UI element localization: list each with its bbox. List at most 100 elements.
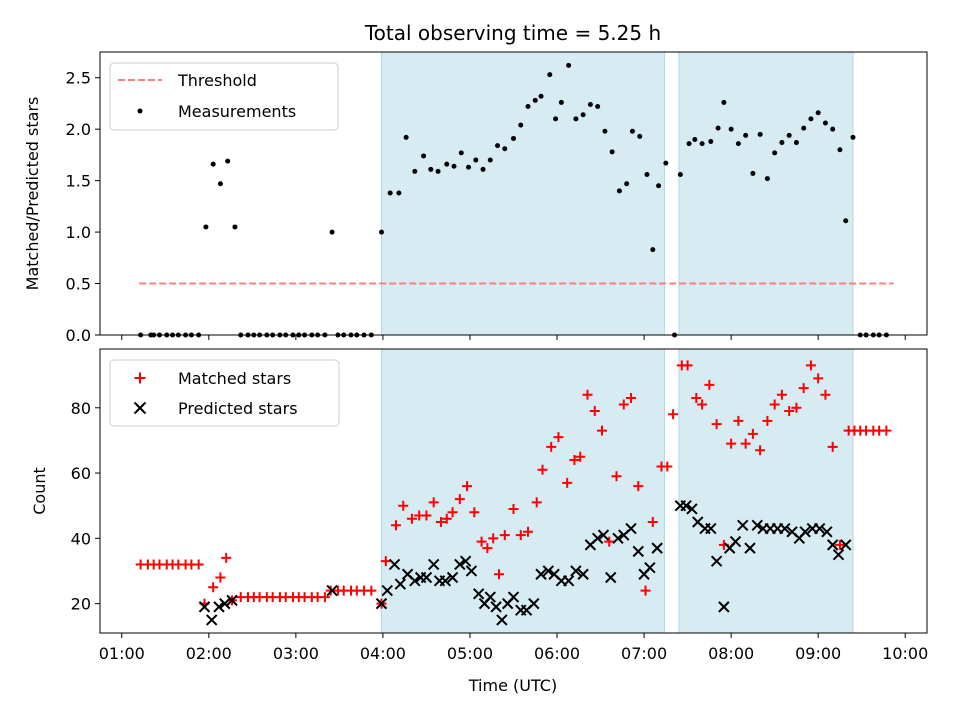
matched-star-point — [454, 494, 465, 505]
predicted-star-point — [737, 519, 749, 531]
measurement-point — [786, 132, 792, 138]
measurement-point — [801, 125, 807, 131]
measurement-point — [793, 140, 799, 146]
observing-window — [380, 51, 665, 336]
measurement-point — [656, 183, 662, 189]
measurement-point — [743, 132, 749, 138]
matched-star-point — [668, 409, 679, 420]
matched-star-point — [546, 441, 557, 452]
y-tick-label: 40 — [71, 529, 91, 548]
matched-star-point — [569, 454, 580, 465]
bottom-legend-entry: Predicted stars — [178, 399, 298, 418]
measurement-point — [553, 116, 559, 122]
measurement-point — [595, 104, 601, 110]
predicted-star-point — [381, 584, 393, 597]
measurement-point — [808, 116, 814, 122]
matched-star-point — [691, 392, 702, 403]
x-tick-label: 07:00 — [621, 644, 667, 663]
measurement-point — [480, 166, 486, 172]
predicted-star-point — [686, 503, 698, 515]
matched-star-point — [820, 389, 831, 400]
predicted-star-point — [744, 542, 756, 554]
predicted-star-point — [840, 539, 852, 551]
y-tick-label: 0.5 — [66, 275, 91, 294]
matched-star-point — [319, 592, 330, 603]
predicted-star-point — [597, 529, 610, 541]
predicted-star-point — [826, 539, 839, 551]
predicted-star-point — [206, 614, 218, 626]
measurement-point — [566, 62, 572, 68]
x-tick-label: 04:00 — [360, 644, 406, 663]
figure-title: Total observing time = 5.25 h — [364, 21, 661, 45]
measurement-point — [428, 166, 434, 172]
bottom-x-axis: 01:00 02:00 03:00 04:00 05:00 06:00 07:00 08:00… — [99, 633, 928, 663]
measurement-point — [715, 125, 721, 131]
measurement-point — [444, 161, 450, 167]
matched-star-point — [193, 559, 204, 570]
predicted-star-point — [446, 571, 459, 584]
predicted-star-point — [213, 601, 225, 613]
predicted-star-point — [198, 601, 211, 613]
measurement-point — [458, 150, 464, 156]
predicted-star-point — [439, 575, 452, 587]
count-points — [135, 360, 892, 626]
measurement-point — [624, 181, 630, 187]
predicted-star-point — [632, 545, 644, 558]
matched-star-point — [476, 536, 487, 547]
predicted-star-point — [591, 532, 604, 545]
matched-star-point — [618, 399, 629, 410]
y-tick-label: 60 — [71, 464, 91, 483]
measurement-point — [403, 134, 409, 140]
matched-star-point — [813, 373, 824, 384]
matched-star-point — [604, 536, 615, 547]
predicted-star-point — [375, 597, 388, 610]
top-legend-entry: Measurements — [178, 102, 296, 121]
predicted-star-point — [710, 555, 723, 567]
matched-star-point — [499, 530, 510, 541]
matched-star-point — [881, 425, 892, 436]
predicted-star-point — [459, 555, 472, 567]
bottom-legend: Matched stars Predicted stars — [109, 359, 340, 427]
predicted-star-point — [472, 588, 485, 600]
measurement-point — [728, 126, 734, 132]
matched-star-point — [798, 383, 809, 394]
matched-star-point — [390, 520, 401, 531]
matched-star-point — [784, 406, 795, 417]
predicted-star-point — [705, 522, 717, 535]
matched-star-point — [747, 428, 758, 439]
predicted-star-point — [409, 575, 421, 587]
matched-star-point — [726, 438, 737, 449]
predicted-star-point — [612, 532, 624, 545]
matched-star-point — [697, 399, 708, 410]
matched-star-point — [523, 526, 534, 537]
y-tick-label: 1.5 — [66, 172, 91, 191]
matched-star-point — [769, 399, 780, 410]
top-legend: Threshold Measurements — [109, 62, 339, 131]
matched-star-point — [488, 533, 499, 544]
predicted-star-point — [496, 614, 508, 626]
measurement-point — [779, 140, 785, 146]
measurement-point — [644, 171, 650, 177]
measurement-point — [538, 93, 544, 99]
matched-star-point — [704, 379, 715, 390]
matched-star-point — [421, 510, 432, 521]
measurement-point — [525, 104, 531, 110]
predicted-star-point — [490, 601, 502, 613]
x-tick-label: 02:00 — [186, 644, 232, 663]
measurement-point — [692, 136, 698, 142]
measurement-point — [822, 120, 828, 126]
measurement-point — [532, 97, 538, 103]
measurement-point — [378, 229, 384, 235]
measurement-point — [830, 126, 836, 132]
measurement-point — [650, 247, 656, 253]
matched-star-point — [482, 543, 493, 554]
measurements-legend-swatch — [137, 108, 143, 114]
matched-star-point — [553, 432, 564, 443]
measurement-point — [217, 181, 223, 187]
measurement-point — [329, 229, 335, 235]
top-legend-box — [109, 62, 339, 131]
x-tick-label: 01:00 — [99, 644, 145, 663]
measurement-point — [451, 163, 457, 169]
observing-window — [678, 348, 854, 634]
bottom-axes-frame — [99, 348, 928, 634]
